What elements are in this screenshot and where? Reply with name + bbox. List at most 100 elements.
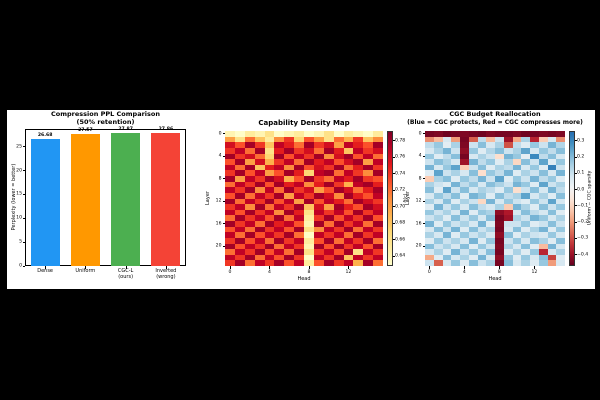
heatmap-cell <box>333 147 344 154</box>
heatmap-cell <box>512 176 522 182</box>
heatmap-cell <box>234 254 245 261</box>
heatmap-cell <box>433 153 443 160</box>
heatmap-cell <box>538 215 548 221</box>
heatmap-cell <box>284 209 295 216</box>
heatmap-cell <box>468 243 478 250</box>
heatmap-cell <box>433 232 443 238</box>
heatmap-cell <box>468 215 478 221</box>
heatmap-cell <box>425 254 434 261</box>
heatmap-cell <box>530 209 539 216</box>
heatmap-cell <box>486 176 495 182</box>
heatmap-cell <box>313 204 324 210</box>
heatmap-cell <box>274 170 285 176</box>
heatmap-cell <box>343 226 354 233</box>
heatmap-cell <box>363 136 374 143</box>
heatmap-cell <box>264 147 275 154</box>
heatmap-cell <box>274 192 285 199</box>
heatmap-cell <box>373 147 383 154</box>
heatmap-cell <box>442 237 452 244</box>
heatmap-cell <box>225 176 235 182</box>
heatmap-cell <box>521 204 530 210</box>
colorbar-tick-label: 0.3 <box>577 138 585 144</box>
heatmap-cell <box>274 159 285 165</box>
heatmap-cell <box>264 181 275 188</box>
heatmap-cell <box>254 237 265 244</box>
heatmap-cell <box>264 243 275 250</box>
heatmap-cell <box>313 187 324 193</box>
heatmap-cell <box>294 204 304 210</box>
x-tick-mark <box>499 266 501 269</box>
heatmap-cell <box>234 192 245 199</box>
heatmap-cell <box>363 209 374 216</box>
heatmap-cell <box>323 221 334 227</box>
heatmap-cell <box>503 243 513 250</box>
heatmap-cell <box>521 232 530 238</box>
heatmap-cell <box>477 170 487 176</box>
y-tick-mark <box>422 155 425 157</box>
y-tick-mark <box>422 245 425 247</box>
x-tick-label: 4 <box>267 269 271 275</box>
heatmap-cell <box>468 187 478 193</box>
heatmap-cell <box>294 260 304 266</box>
heatmap-cell <box>538 181 548 188</box>
heatmap-cell <box>547 221 557 227</box>
heatmap-cell <box>521 131 530 137</box>
heatmap-cell <box>244 164 255 171</box>
heatmap-cell <box>254 170 265 176</box>
y-tick-mark <box>222 155 225 157</box>
heatmap-cell <box>468 136 478 143</box>
heatmap-cell <box>304 147 314 154</box>
heatmap-cell <box>304 237 314 244</box>
x-tick-mark <box>229 266 231 269</box>
heatmap-cell <box>333 164 344 171</box>
x-tick-mark <box>534 266 536 269</box>
heatmap-cell <box>234 187 245 193</box>
heatmap-cell <box>512 254 522 261</box>
colorbar-tick-mark <box>575 189 577 190</box>
heatmap-cell <box>451 176 460 182</box>
heatmap-cell <box>460 192 469 199</box>
heatmap-cell <box>353 254 364 261</box>
heatmap-cell <box>486 215 495 221</box>
y-tick-mark <box>222 178 225 180</box>
heatmap-cell <box>477 181 487 188</box>
heatmap-cell <box>313 164 324 171</box>
heatmap-cell <box>477 164 487 171</box>
heatmap-cell <box>547 260 557 266</box>
heatmap-cell <box>433 170 443 176</box>
heatmap-cell <box>538 192 548 199</box>
y-tick-mark <box>222 200 225 202</box>
heatmap-cell <box>254 159 265 165</box>
heatmap-cell <box>451 131 460 137</box>
heatmap-cell <box>373 159 383 165</box>
heatmap-cell <box>244 249 255 255</box>
heatmap-cell <box>254 136 265 143</box>
heatmap-cell <box>538 232 548 238</box>
x-tick-mark <box>165 266 167 269</box>
heatmap-cell <box>353 187 364 193</box>
y-tick-mark <box>22 217 25 219</box>
heatmap-cell <box>353 164 364 171</box>
heatmap-cell <box>538 136 548 143</box>
heatmap-cell <box>495 159 504 165</box>
x-tick-label: 12 <box>345 269 352 275</box>
heatmap-cell <box>512 153 522 160</box>
heatmap-cell <box>425 164 434 171</box>
heatmap-cell <box>294 198 304 205</box>
heatmap-cell <box>451 204 460 210</box>
y-tick-label: 0 <box>218 131 222 137</box>
heatmap-cell <box>363 249 374 255</box>
heatmap-cell <box>225 181 235 188</box>
colorbar-tick-mark <box>575 172 577 174</box>
heatmap-cell <box>468 204 478 210</box>
heatmap-cell <box>460 209 469 216</box>
heatmap-cell <box>323 215 334 221</box>
heatmap-cell <box>304 142 314 148</box>
realloc-map-xlabel: Head <box>488 276 502 282</box>
y-tick-mark <box>422 200 425 202</box>
heatmap-cell <box>294 237 304 244</box>
heatmap-cell <box>264 164 275 171</box>
heatmap-cell <box>512 159 522 165</box>
x-tick-label: (wrong) <box>156 273 176 280</box>
heatmap-cell <box>530 204 539 210</box>
